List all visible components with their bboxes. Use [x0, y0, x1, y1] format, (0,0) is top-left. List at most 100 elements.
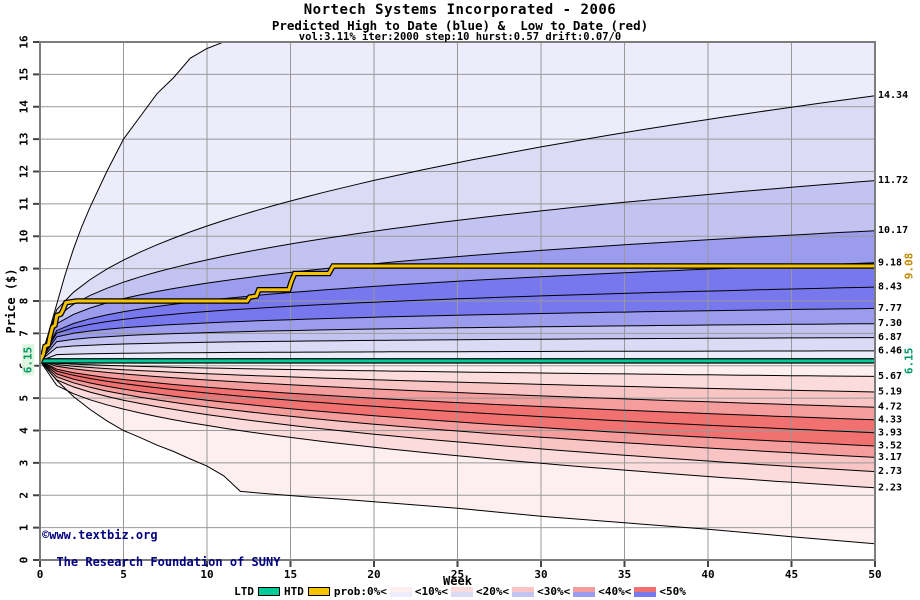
y-tick-label: 8 — [18, 298, 31, 305]
legend-prob-label: <50% — [659, 585, 686, 598]
y-tick-label: 11 — [18, 197, 31, 211]
low-boundary-curve — [40, 360, 875, 473]
high-boundary-curve — [40, 307, 875, 362]
right-price-label: 7.30 — [878, 318, 902, 329]
y-tick-label: 15 — [18, 68, 31, 81]
y-tick-label: 2 — [18, 492, 31, 499]
right-price-label-rotated: 6.15 — [903, 348, 916, 375]
y-axis-title: Price ($) — [4, 268, 18, 334]
probability-legend: prob:0%< <10%< <20%< <30%< <40%< <50% — [334, 585, 686, 598]
probability-band — [40, 95, 875, 361]
y-tick-label: 7 — [18, 330, 31, 337]
high-boundary-curve — [40, 337, 875, 362]
chart-title: Nortech Systems Incorporated - 2006 — [303, 2, 617, 18]
y-tick-labels: 012345678910111213141516 — [18, 35, 31, 563]
legend-prob-swatch — [634, 586, 657, 597]
x-tick-label: 35 — [618, 568, 631, 581]
x-tick-label: 40 — [701, 568, 714, 581]
copyright-line2: The Research Foundation of SUNY — [56, 555, 281, 569]
low-boundary-curve — [40, 360, 875, 489]
right-price-label: 5.19 — [878, 386, 902, 397]
x-tick-label: 0 — [37, 568, 44, 581]
right-price-label: 3.17 — [878, 452, 902, 463]
ltd-line-swatch — [258, 587, 280, 596]
right-price-label: 2.73 — [878, 466, 902, 477]
legend-prob-label: <10%< — [414, 585, 448, 598]
probability-band — [40, 360, 875, 544]
legend-prob-label: prob:0%< — [333, 585, 387, 598]
low-boundary-curve — [40, 360, 875, 545]
probability-band — [40, 180, 875, 361]
y-tick-label: 14 — [18, 100, 31, 114]
y-tick-label: 9 — [18, 265, 31, 272]
x-tick-label: 5 — [120, 568, 127, 581]
htd-line-swatch — [307, 587, 330, 596]
x-tick-label: 10 — [200, 568, 213, 581]
right-price-label: 6.87 — [878, 332, 902, 343]
gridlines — [40, 42, 875, 560]
chart-subtitle: Predicted High to Date (blue) & Low to D… — [271, 18, 649, 33]
right-price-label: 7.77 — [878, 303, 902, 314]
x-tick-label: 45 — [785, 568, 798, 581]
htd-line — [40, 263, 875, 363]
low-boundary-curve — [40, 360, 875, 447]
x-tick-labels: 0 5 10 15 20 25 30 35 40 45 50 — [37, 568, 882, 581]
probability-band — [40, 42, 875, 361]
y-tick-label: 4 — [18, 427, 31, 434]
x-tick-label: 15 — [284, 568, 297, 581]
y-tick-label: 1 — [18, 524, 31, 531]
right-price-label-rotated: 9.08 — [903, 253, 916, 280]
right-price-label: 2.23 — [878, 482, 902, 493]
x-tick-label: 20 — [367, 568, 380, 581]
y-tick-label: 10 — [18, 230, 31, 243]
high-boundary-curve — [40, 95, 875, 362]
legend: LTD HTD prob:0%< <10%< <20%< <30%< <40%< <50% — [0, 585, 920, 598]
probability-band — [40, 360, 875, 446]
legend-prob-swatch — [389, 586, 412, 597]
legend-prob-swatch — [512, 586, 535, 597]
probability-band — [40, 360, 875, 433]
legend-prob-label: <40%< — [598, 585, 632, 598]
x-axis-title: Week — [443, 574, 472, 588]
y-tick-label: 5 — [18, 395, 31, 402]
probability-band — [40, 287, 875, 361]
right-price-label: 3.52 — [878, 441, 902, 452]
low-boundary-curve — [40, 360, 875, 393]
right-price-label: 14.34 — [878, 90, 908, 101]
htd-line-core — [40, 264, 875, 362]
probability-band — [40, 360, 875, 420]
axis-ticks — [33, 41, 876, 567]
y-tick-label: 13 — [18, 133, 31, 146]
right-price-label: 4.72 — [878, 402, 902, 413]
right-price-label: 8.43 — [878, 282, 902, 293]
start-price-label: 6.15 — [21, 344, 35, 376]
right-price-label: 9.18 — [878, 257, 902, 268]
x-tick-label: 25 — [451, 568, 464, 581]
right-price-label: 6.46 — [878, 345, 902, 356]
simulation-params: vol:3.11% iter:2000 step:10 hurst:0.57 d… — [298, 31, 622, 43]
low-boundary-curve — [40, 360, 875, 408]
y-tick-label: 3 — [18, 460, 31, 467]
high-boundary-curve — [40, 286, 875, 362]
copyright-line1: ©www.textbiz.org — [42, 528, 158, 542]
high-boundary-curve — [40, 180, 875, 362]
probability-band — [40, 262, 875, 361]
legend-prob-swatch — [450, 586, 473, 597]
legend-ltd-label: LTD — [234, 585, 254, 598]
right-price-label: 10.17 — [878, 225, 908, 236]
plot-frame — [39, 41, 876, 561]
legend-prob-label: <30%< — [537, 585, 571, 598]
right-price-label: 4.33 — [878, 414, 902, 425]
y-tick-label: 16 — [18, 35, 31, 49]
x-tick-label: 50 — [868, 568, 881, 581]
right-price-label: 3.93 — [878, 427, 902, 438]
low-boundary-curve — [40, 360, 875, 458]
low-boundary-curve — [40, 360, 875, 421]
legend-prob-swatch — [573, 586, 596, 597]
y-tick-label: 12 — [18, 165, 31, 178]
right-price-label: 11.72 — [878, 175, 908, 186]
legend-htd-label: HTD — [284, 585, 304, 598]
high-boundary-curve — [40, 350, 875, 362]
